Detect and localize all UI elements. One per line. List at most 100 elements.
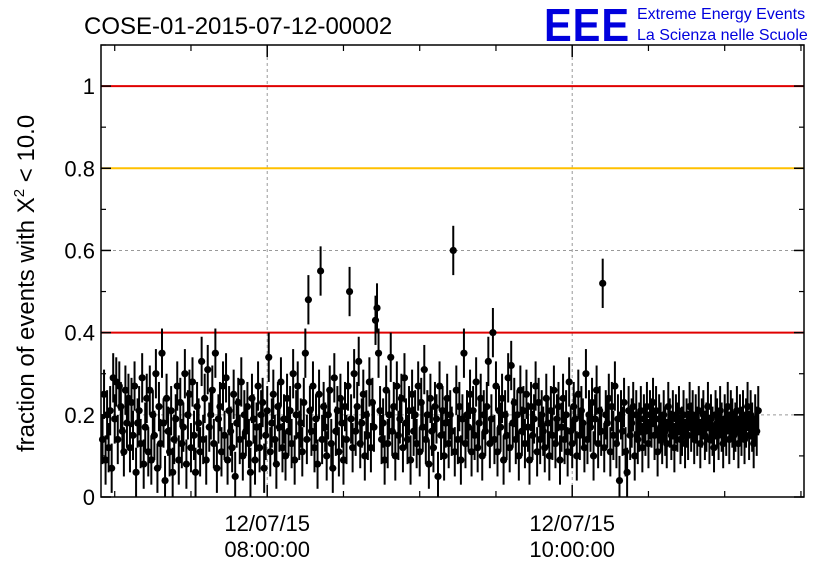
data-point: [216, 381, 224, 432]
point-marker: [105, 444, 113, 452]
point-marker: [349, 444, 357, 452]
data-point: [153, 443, 162, 493]
point-marker: [448, 427, 456, 435]
data-point: [361, 431, 369, 481]
data-point: [304, 275, 312, 325]
data-point: [754, 386, 762, 436]
data-point: [611, 361, 619, 411]
data-point: [425, 439, 433, 489]
point-marker: [399, 444, 407, 452]
data-point: [564, 427, 572, 477]
point-marker: [605, 394, 613, 402]
data-point: [146, 365, 154, 415]
data-point: [400, 353, 409, 403]
point-marker: [490, 435, 499, 444]
data-point: [679, 390, 688, 440]
data-point: [478, 431, 486, 481]
point-marker: [254, 382, 262, 390]
data-point: [155, 381, 163, 432]
point-marker: [359, 390, 367, 398]
data-point: [166, 427, 174, 477]
data-point: [188, 357, 197, 407]
data-point: [106, 386, 114, 436]
data-point: [194, 398, 203, 448]
point-marker: [278, 444, 287, 452]
data-point: [323, 431, 331, 481]
point-marker: [556, 456, 564, 464]
point-marker: [385, 411, 393, 419]
data-point: [408, 369, 416, 419]
data-point: [199, 414, 207, 465]
point-marker: [649, 398, 657, 407]
point-marker: [175, 456, 183, 464]
data-point: [294, 361, 302, 411]
data-point: [530, 394, 538, 444]
point-marker: [571, 415, 579, 423]
point-marker: [684, 431, 692, 439]
data-point: [649, 377, 657, 428]
data-point: [121, 365, 129, 415]
point-marker: [367, 444, 375, 452]
data-point: [329, 443, 337, 493]
point-marker: [457, 456, 465, 464]
data-point: [448, 406, 456, 456]
point-marker: [564, 448, 572, 456]
point-marker: [458, 415, 467, 423]
point-marker: [406, 456, 415, 464]
data-point: [114, 414, 122, 465]
data-point: [743, 381, 752, 432]
data-point: [435, 361, 444, 411]
data-point: [300, 377, 308, 428]
point-marker: [281, 452, 290, 460]
point-marker: [391, 452, 399, 460]
point-marker: [593, 386, 601, 394]
data-point: [210, 418, 218, 469]
data-point: [281, 431, 290, 481]
point-marker: [150, 431, 158, 439]
point-marker: [361, 452, 369, 460]
data-point: [228, 423, 236, 473]
point-marker: [654, 448, 662, 456]
point-marker: [623, 468, 631, 476]
data-point: [376, 386, 384, 436]
point-marker: [492, 382, 500, 390]
point-marker: [297, 419, 305, 427]
data-point: [234, 377, 242, 428]
point-marker: [194, 419, 203, 427]
data-point: [541, 423, 549, 473]
point-marker: [568, 439, 576, 448]
point-marker: [591, 415, 599, 423]
point-marker: [188, 378, 197, 386]
point-marker: [169, 468, 177, 476]
point-marker: [493, 448, 502, 456]
data-point: [496, 402, 505, 452]
data-point: [152, 349, 160, 399]
data-point: [169, 447, 177, 497]
point-marker: [323, 452, 331, 460]
point-marker: [519, 407, 528, 415]
point-marker: [283, 394, 291, 402]
data-point: [458, 394, 467, 444]
data-point: [237, 357, 245, 407]
point-marker: [243, 403, 251, 411]
data-point: [179, 402, 187, 452]
data-point: [347, 394, 355, 444]
point-marker: [382, 386, 390, 394]
point-marker: [130, 382, 139, 390]
data-point: [318, 414, 326, 465]
data-point: [298, 427, 306, 477]
data-point: [533, 427, 541, 477]
data-point: [230, 369, 238, 419]
data-point: [513, 390, 521, 440]
data-point: [391, 431, 399, 481]
data-point: [211, 328, 219, 378]
point-marker: [454, 435, 462, 444]
point-marker: [173, 382, 181, 390]
data-point: [111, 394, 119, 444]
data-point: [582, 349, 590, 399]
point-marker: [298, 448, 306, 456]
data-point: [637, 386, 645, 436]
data-point: [335, 427, 343, 477]
data-point: [483, 381, 491, 432]
point-marker: [201, 394, 209, 402]
